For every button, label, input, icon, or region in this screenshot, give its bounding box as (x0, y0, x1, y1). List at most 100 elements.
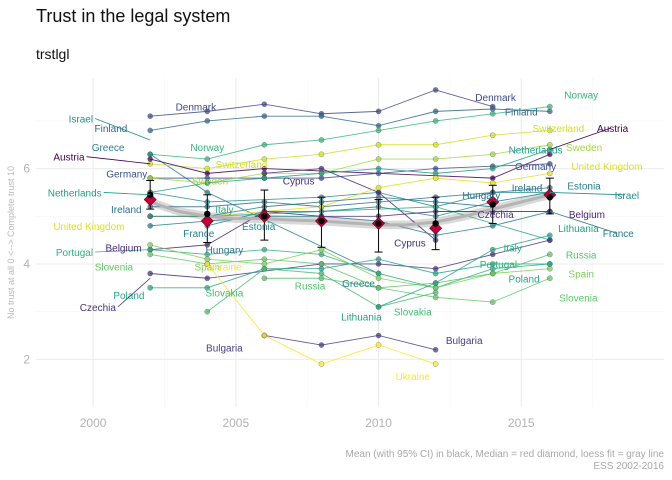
data-point (432, 175, 439, 181)
data-point (489, 261, 496, 267)
series-line (264, 168, 436, 241)
data-point (147, 284, 153, 291)
country-label: Austria (597, 124, 629, 135)
data-point (432, 265, 439, 272)
country-label: United Kingdom (53, 222, 124, 233)
data-point (261, 246, 268, 253)
data-point (489, 106, 496, 112)
data-point (432, 87, 439, 93)
data-point (204, 275, 211, 282)
country-label: Netherlands (48, 188, 102, 199)
data-point (318, 137, 325, 143)
mean-point (204, 210, 211, 218)
country-label: Denmark (176, 103, 218, 114)
data-point (204, 308, 211, 315)
country-label: Bulgaria (446, 336, 483, 347)
label-leader-line (549, 192, 625, 196)
data-point (204, 261, 211, 267)
data-point (432, 108, 439, 115)
data-point (375, 165, 382, 172)
data-point (489, 223, 496, 229)
median-diamond (200, 214, 214, 228)
data-point (261, 156, 268, 162)
data-point (318, 275, 325, 282)
data-point (147, 151, 153, 158)
data-point (547, 265, 553, 272)
country-label: Russia (566, 250, 597, 261)
country-label: Portugal (480, 260, 517, 271)
caption-line-2: ESS 2002-2016 (593, 461, 664, 472)
country-label: Poland (113, 291, 144, 302)
series-line (150, 253, 550, 303)
data-point (261, 275, 268, 282)
data-point (489, 165, 496, 172)
series-line (150, 211, 550, 236)
country-label: Portugal (56, 248, 93, 259)
data-point (547, 127, 553, 134)
mean-point (375, 220, 382, 227)
data-point (318, 361, 325, 367)
chart-title: Trust in the legal system (36, 6, 231, 26)
country-label: Greece (92, 143, 125, 154)
data-point (489, 251, 496, 258)
data-point (375, 108, 382, 115)
median-diamond (429, 221, 443, 235)
data-point (547, 170, 553, 177)
country-label: Hungary (205, 246, 243, 257)
y-tick-label: 6 (23, 162, 30, 176)
country-label: Ireland (512, 184, 543, 195)
data-point (375, 261, 382, 267)
country-label: Netherlands (509, 146, 563, 157)
data-point (318, 342, 325, 348)
data-point (261, 175, 268, 181)
country-label: Switzerland (533, 124, 585, 135)
data-point (147, 113, 153, 119)
data-point (318, 246, 325, 253)
country-label: Hungary (462, 191, 500, 202)
data-point (432, 284, 439, 291)
data-point (489, 270, 496, 277)
median-diamond (143, 193, 157, 207)
data-point (261, 141, 268, 148)
data-point (147, 175, 153, 181)
data-point (147, 223, 153, 229)
data-point (318, 265, 325, 272)
country-label: Norway (564, 91, 598, 102)
data-point (489, 110, 496, 117)
data-point (375, 256, 382, 262)
country-label: Israel (615, 191, 639, 202)
country-label: Lithuania (558, 224, 599, 235)
country-label: Ukraine (207, 262, 242, 273)
data-point (489, 180, 496, 186)
data-point (432, 165, 439, 172)
country-label: Sweden (566, 143, 602, 154)
data-point (261, 113, 268, 119)
data-point (547, 103, 553, 110)
country-label: Belgium (569, 210, 605, 221)
country-label: Germany (515, 162, 556, 173)
country-label: Bulgaria (206, 343, 243, 354)
x-tick-label: 2005 (222, 416, 249, 430)
data-point (375, 270, 382, 277)
label-leader-line (103, 192, 151, 196)
data-point (375, 141, 382, 148)
y-tick-label: 4 (23, 257, 30, 271)
data-point (547, 237, 553, 243)
data-point (489, 175, 496, 181)
data-point (375, 127, 382, 134)
label-leader-line (95, 249, 151, 253)
country-label: Belgium (105, 243, 141, 254)
country-label: Finland (505, 107, 538, 118)
series-line (150, 149, 550, 193)
data-point (318, 270, 325, 277)
series-line (264, 335, 436, 351)
country-label: Slovakia (394, 308, 432, 319)
series-line (150, 163, 550, 179)
data-point (261, 256, 268, 262)
data-point (547, 108, 553, 115)
series-line (150, 108, 550, 131)
country-label: Slovakia (205, 289, 243, 300)
data-point (204, 284, 211, 291)
